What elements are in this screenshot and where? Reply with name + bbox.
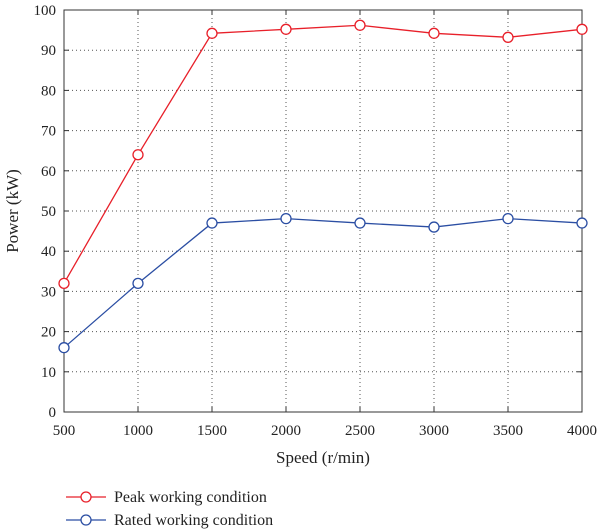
series-rated (58, 212, 588, 354)
series-layer (58, 19, 588, 354)
y-tick-label: 90 (41, 43, 56, 59)
x-axis-label: Speed (r/min) (276, 448, 370, 467)
y-tick-label: 10 (41, 365, 56, 381)
data-point (428, 27, 440, 39)
legend-marker-peak (80, 491, 92, 503)
y-tick-label: 70 (41, 124, 56, 140)
data-point (354, 217, 366, 229)
y-tick-label: 30 (41, 284, 56, 300)
x-tick-label: 3000 (419, 423, 449, 439)
data-point (280, 212, 292, 225)
plot-frame (63, 9, 583, 413)
data-point (206, 217, 218, 229)
y-tick-label: 40 (41, 244, 56, 260)
axis-ticks: 0 10 20 30 40 50 60 70 80 90 100 500 1000 1500 2000 250… (34, 3, 598, 439)
data-point (58, 342, 70, 354)
y-tick-label: 0 (49, 405, 57, 421)
data-point (576, 217, 588, 229)
x-tick-label: 500 (53, 423, 76, 439)
data-point (58, 277, 70, 290)
x-tick-label: 2500 (345, 423, 375, 439)
y-tick-label: 80 (41, 83, 56, 99)
x-tick-label: 3500 (493, 423, 523, 439)
legend-marker-rated (80, 514, 92, 526)
legend-label-rated: Rated working condition (114, 512, 273, 529)
x-tick-label: 1500 (197, 423, 227, 439)
data-point (280, 23, 292, 35)
x-tick-label: 2000 (271, 423, 301, 439)
x-tick-label: 1000 (123, 423, 153, 439)
data-point (132, 277, 144, 290)
data-point (206, 27, 218, 39)
y-tick-label: 20 (41, 325, 56, 341)
legend: Peak working condition Rated working con… (66, 489, 273, 529)
x-tick-label: 4000 (567, 423, 597, 439)
y-tick-label: 100 (34, 3, 57, 19)
data-point (132, 149, 144, 161)
data-point (502, 31, 514, 43)
y-tick-label: 60 (41, 164, 56, 180)
series-line (63, 24, 583, 284)
series-peak (58, 19, 588, 290)
series-line (63, 217, 583, 349)
data-point (502, 212, 514, 225)
y-tick-label: 50 (41, 204, 56, 220)
grid (64, 10, 582, 412)
data-point (576, 23, 588, 35)
data-point (428, 221, 440, 233)
legend-label-peak: Peak working condition (114, 489, 267, 506)
y-axis-label: Power (kW) (3, 169, 22, 253)
data-point (354, 19, 366, 31)
